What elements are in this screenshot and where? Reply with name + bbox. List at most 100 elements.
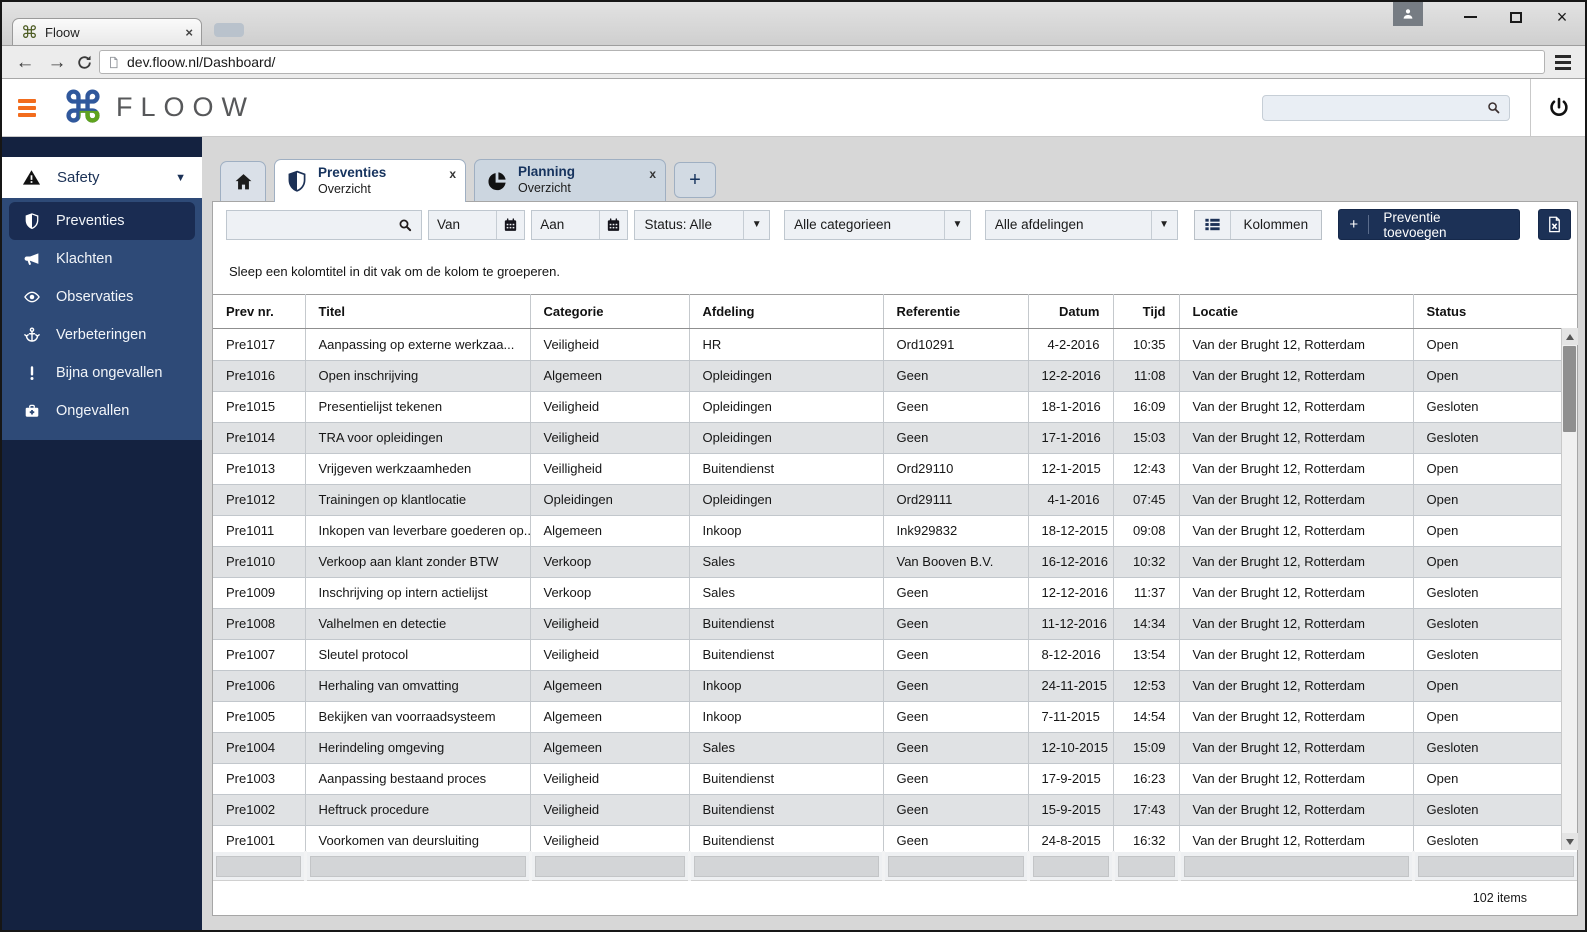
table-row[interactable]: Pre1014 TRA voor opleidingen Veiligheid Opl… (213, 422, 1577, 454)
reload-button[interactable] (76, 54, 93, 71)
column-header-referentie[interactable]: Referentie (883, 294, 1029, 329)
column-header-prev-nr[interactable]: Prev nr. (213, 294, 306, 329)
cell-locatie: Van der Brught 12, Rotterdam (1179, 825, 1414, 851)
app-header: ⌘ ⌘ FLOOW (2, 78, 1585, 137)
column-header-tijd[interactable]: Tijd (1113, 294, 1180, 329)
column-header-titel[interactable]: Titel (305, 294, 531, 329)
column-filter-cell[interactable] (1032, 855, 1109, 877)
floow-favicon: ⌘ (21, 22, 38, 42)
column-filter-cell[interactable] (309, 855, 526, 877)
tab-planning[interactable]: Planning Overzicht x (474, 159, 666, 201)
column-header-locatie[interactable]: Locatie (1179, 294, 1414, 329)
cell-datum: 12-2-2016 (1028, 360, 1114, 392)
cell-status: Open (1413, 670, 1577, 702)
new-tab-stub[interactable] (214, 23, 244, 37)
browser-tab[interactable]: ⌘ Floow × (12, 18, 202, 45)
cell-locatie: Van der Brught 12, Rotterdam (1179, 360, 1414, 392)
tab-home[interactable] (220, 161, 266, 201)
table-row[interactable]: Pre1009 Inschrijving op intern actielijst… (213, 577, 1577, 609)
cell-status: Gesloten (1413, 608, 1577, 640)
cell-categorie: Veiligheid (530, 763, 690, 795)
table-row[interactable]: Pre1001 Voorkomen van deursluiting Veiligh… (213, 825, 1577, 851)
scrollbar-track[interactable] (1562, 345, 1577, 833)
status-filter-value: Status: Alle (644, 217, 713, 232)
table-row[interactable]: Pre1006 Herhaling van omvatting Algemeen In… (213, 670, 1577, 702)
table-row[interactable]: Pre1004 Herindeling omgeving Algemeen Sales… (213, 732, 1577, 764)
cell-tijd: 13:54 (1113, 639, 1180, 671)
table-row[interactable]: Pre1016 Open inschrijving Algemeen Opleidin… (213, 360, 1577, 392)
add-tab-button[interactable]: + (674, 162, 716, 198)
table-row[interactable]: Pre1012 Trainingen op klantlocatie Opleidi… (213, 484, 1577, 516)
cell-prev-nr: Pre1005 (213, 701, 306, 733)
department-filter-dropdown[interactable]: Alle afdelingen ▼ (984, 209, 1178, 240)
table-row[interactable]: Pre1007 Sleutel protocol Veiligheid Buitend… (213, 639, 1577, 671)
window-close-button[interactable]: × (1539, 2, 1585, 32)
table-row[interactable]: Pre1015 Presentielijst tekenen Veiligheid O… (213, 391, 1577, 423)
scrollbar-thumb[interactable] (1563, 346, 1576, 432)
sidebar-item-observaties[interactable]: Observaties (2, 278, 202, 316)
browser-profile-button[interactable] (1393, 2, 1423, 26)
tab-strip: Preventies Overzicht x Planning Overzich… (212, 159, 1578, 202)
date-to-field[interactable]: Aan (531, 209, 629, 240)
tab-preventies[interactable]: Preventies Overzicht x (274, 159, 466, 202)
column-filter-cell[interactable] (1117, 855, 1175, 877)
column-header-status[interactable]: Status (1413, 294, 1577, 329)
date-from-field[interactable]: Van (428, 209, 526, 240)
columns-button[interactable]: Kolommen (1193, 209, 1323, 240)
vertical-scrollbar[interactable] (1561, 328, 1578, 850)
global-search[interactable] (1262, 94, 1510, 121)
sidebar-item-preventies[interactable]: Preventies (9, 202, 195, 240)
browser-tab-close-icon[interactable]: × (185, 24, 193, 40)
sidebar-item-label: Verbeteringen (56, 327, 147, 343)
table-search-input[interactable] (235, 217, 397, 232)
department-filter-value: Alle afdelingen (994, 217, 1084, 232)
column-header-categorie[interactable]: Categorie (530, 294, 690, 329)
sidebar-item-ongevallen[interactable]: Ongevallen (2, 392, 202, 430)
back-button[interactable]: ← (15, 51, 35, 73)
column-filter-cell[interactable] (216, 855, 301, 877)
cell-tijd: 09:08 (1113, 515, 1180, 547)
add-preventie-button[interactable]: + Preventie toevoegen (1338, 209, 1520, 240)
tab-subtitle: Overzicht (318, 181, 371, 196)
browser-toolbar: ← → dev.floow.nl/Dashboard/ (2, 46, 1585, 79)
table-row[interactable]: Pre1005 Bekijken van voorraadsysteem Algem… (213, 701, 1577, 733)
sidebar-item-bijna-ongevallen[interactable]: Bijna ongevallen (2, 354, 202, 392)
column-header-afdeling[interactable]: Afdeling (689, 294, 884, 329)
column-filter-cell[interactable] (1417, 855, 1574, 877)
tab-close-icon[interactable]: x (649, 167, 656, 181)
address-bar[interactable]: dev.floow.nl/Dashboard/ (99, 50, 1545, 74)
app-menu-button[interactable] (18, 98, 36, 117)
global-search-input[interactable] (1271, 100, 1486, 115)
table-row[interactable]: Pre1017 Aanpassing op externe werkzaa... V… (213, 329, 1577, 361)
cell-afdeling: Opleidingen (689, 391, 884, 423)
column-filter-cell[interactable] (534, 855, 685, 877)
table-row[interactable]: Pre1003 Aanpassing bestaand proces Veiligh… (213, 763, 1577, 795)
cell-tijd: 07:45 (1113, 484, 1180, 516)
table-row[interactable]: Pre1008 Valhelmen en detectie Veiligheid Bu… (213, 608, 1577, 640)
sidebar-item-verbeteringen[interactable]: Verbeteringen (2, 316, 202, 354)
cell-titel: Valhelmen en detectie (305, 608, 531, 640)
table-row[interactable]: Pre1011 Inkopen van leverbare goederen op… (213, 515, 1577, 547)
export-excel-button[interactable] (1537, 209, 1572, 240)
tab-close-icon[interactable]: x (449, 167, 456, 181)
column-header-datum[interactable]: Datum (1028, 294, 1114, 329)
scrollbar-up-button[interactable] (1561, 328, 1578, 345)
category-filter-dropdown[interactable]: Alle categorieen ▼ (784, 209, 971, 240)
column-filter-cell[interactable] (887, 855, 1024, 877)
window-minimize-button[interactable] (1447, 2, 1493, 32)
column-filter-cell[interactable] (693, 855, 879, 877)
sidebar-item-klachten[interactable]: Klachten (2, 240, 202, 278)
scrollbar-down-button[interactable] (1561, 833, 1578, 850)
browser-menu-button[interactable] (1551, 54, 1575, 70)
status-filter-dropdown[interactable]: Status: Alle ▼ (634, 209, 771, 240)
table-row[interactable]: Pre1010 Verkoop aan klant zonder BTW Verko… (213, 546, 1577, 578)
sidebar-group-safety[interactable]: Safety ▼ (2, 157, 202, 198)
table-row[interactable]: Pre1002 Heftruck procedure Veiligheid Buite… (213, 794, 1577, 826)
logout-button[interactable] (1547, 96, 1571, 120)
table-row[interactable]: Pre1013 Vrijgeven werkzaamheden Veillighei… (213, 453, 1577, 485)
column-filter-row (213, 851, 1577, 881)
forward-button[interactable]: → (47, 51, 67, 73)
table-search-field[interactable] (226, 209, 422, 240)
window-maximize-button[interactable] (1493, 2, 1539, 32)
column-filter-cell[interactable] (1183, 855, 1409, 877)
